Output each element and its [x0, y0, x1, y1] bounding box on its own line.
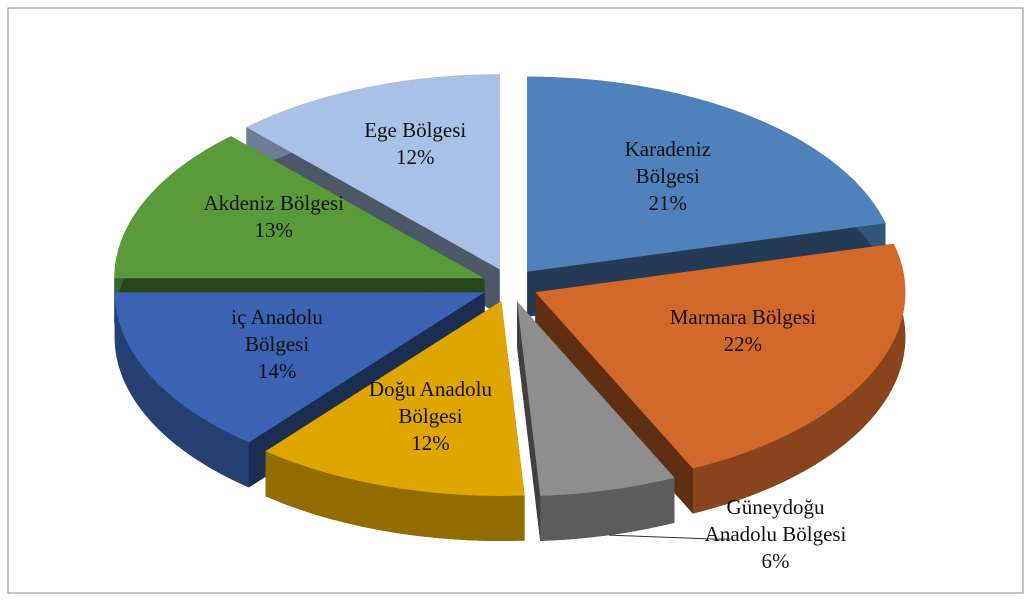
slice — [246, 74, 500, 270]
category-label: iç Anadolu Bölgesi — [231, 304, 323, 356]
data-label: Ege Bölgesi 12% — [340, 117, 490, 171]
value-label: 13% — [254, 218, 294, 243]
value-label: 22% — [723, 331, 763, 356]
slice-rim — [114, 292, 249, 488]
data-label: Marmara Bölgesi 22% — [668, 304, 818, 358]
data-label: iç Anadolu Bölgesi 14% — [202, 304, 352, 385]
data-label: Karadeniz Bölgesi 21% — [593, 136, 743, 217]
slice-rim — [692, 243, 906, 514]
leader-line — [608, 534, 731, 540]
data-label: Güneydoğu Anadolu Bölgesi 6% — [701, 494, 851, 575]
slice-rim — [265, 451, 525, 541]
slice — [265, 301, 525, 496]
category-label: Ege Bölgesi — [364, 117, 467, 142]
category-label: Marmara Bölgesi — [669, 304, 817, 329]
value-label: 12% — [395, 144, 435, 169]
value-label: 12% — [411, 430, 450, 455]
slice — [527, 76, 886, 272]
value-label: 14% — [257, 358, 297, 383]
category-label: Akdeniz Bölgesi — [203, 191, 345, 216]
category-label: Karadeniz Bölgesi — [624, 137, 711, 189]
slice — [517, 301, 675, 496]
slice-side — [517, 301, 541, 541]
value-label: 6% — [761, 549, 790, 574]
slice — [535, 243, 906, 469]
value-label: 21% — [648, 191, 688, 216]
slice — [114, 292, 485, 443]
data-label: Akdeniz Bölgesi 13% — [199, 190, 349, 244]
data-label: Doğu Anadolu Bölgesi 12% — [355, 376, 505, 457]
category-label: Doğu Anadolu Bölgesi — [368, 376, 492, 428]
category-label: Güneydoğu Anadolu Bölgesi — [704, 495, 847, 547]
slice — [114, 136, 485, 279]
slice-rim — [540, 477, 675, 541]
